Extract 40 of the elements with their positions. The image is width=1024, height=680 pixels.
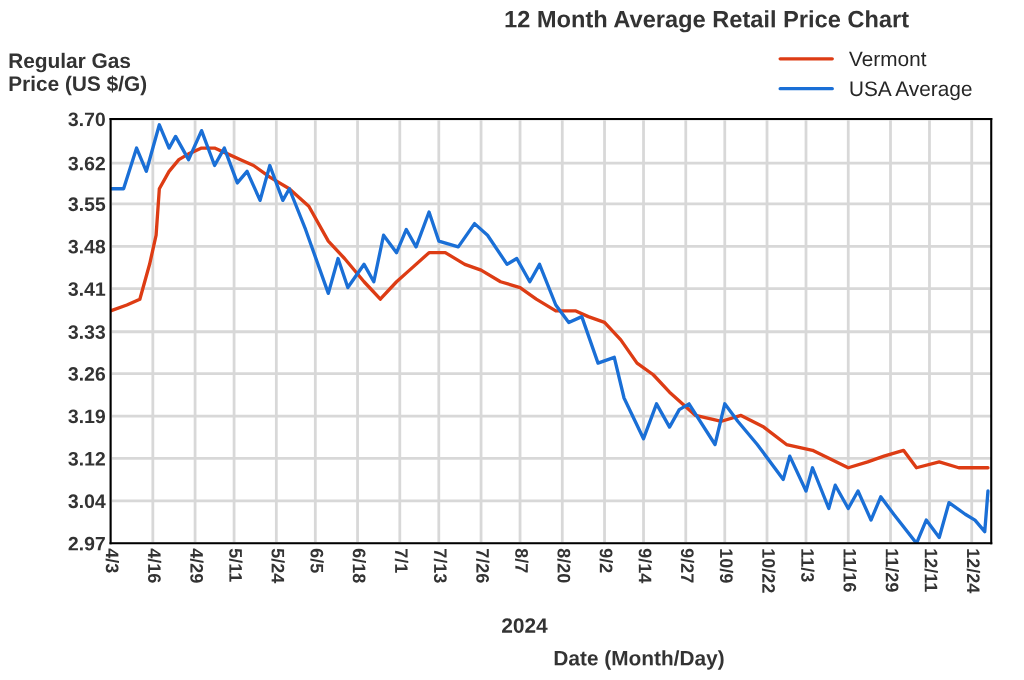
y-tick-label: 3.33 xyxy=(68,325,106,340)
x-tick-label: 8/7 xyxy=(515,548,529,573)
x-tick-label: 10/9 xyxy=(719,549,734,583)
y-tick-label: 2.97 xyxy=(68,536,105,551)
y-tick-label: 3.12 xyxy=(68,451,105,466)
x-tick-label: 5/11 xyxy=(229,548,243,582)
legend-label: Vermont xyxy=(849,51,927,67)
x-tick-label: 4/3 xyxy=(105,548,120,573)
x-tick-label: 7/1 xyxy=(394,548,409,573)
x-tick-label: 12/11 xyxy=(924,549,938,592)
line-series xyxy=(110,146,990,470)
y-tick-label: 3.19 xyxy=(68,409,106,424)
legend-label: USA Average xyxy=(850,81,972,101)
y-tick-label: 3.62 xyxy=(68,156,105,171)
x-tick-label: 9/14 xyxy=(638,548,652,584)
x-tick-label: 4/29 xyxy=(190,548,204,583)
x-tick-label: 10/22 xyxy=(761,549,776,593)
chart-title: 12 Month Average Retail Price Chart xyxy=(505,10,909,33)
text: 2024 xyxy=(502,618,548,633)
x-tick-label: 7/13 xyxy=(433,548,448,583)
x-tick-label: 9/27 xyxy=(680,548,695,583)
y-tick-label: 3.55 xyxy=(68,197,106,212)
y-tick-label: 3.26 xyxy=(68,367,106,381)
x-tick-label: 11/16 xyxy=(843,549,857,592)
y-tick-label: 3.70 xyxy=(68,112,105,127)
x-axis-title: Date (Month/Day) xyxy=(554,650,724,670)
x-tick-label: 8/20 xyxy=(557,548,571,583)
x-tick-label: 11/29 xyxy=(885,549,899,592)
x-tick-label: 5/24 xyxy=(271,548,285,584)
x-tick-label: 6/5 xyxy=(310,548,324,573)
x-tick-label: 4/16 xyxy=(147,548,162,583)
x-tick-label: 12/24 xyxy=(966,549,981,594)
x-tick-label: 9/2 xyxy=(599,548,613,573)
y-axis-title: Regular Gas Price (US $/G) xyxy=(9,52,147,96)
x-tick-label: 11/3 xyxy=(800,549,815,582)
x-tick-label: 7/26 xyxy=(476,548,490,583)
y-tick-label: 3.41 xyxy=(68,282,106,296)
y-tick-label: 3.48 xyxy=(68,239,106,254)
x-tick-label: 6/18 xyxy=(352,548,366,583)
y-tick-label: 3.04 xyxy=(68,494,106,509)
